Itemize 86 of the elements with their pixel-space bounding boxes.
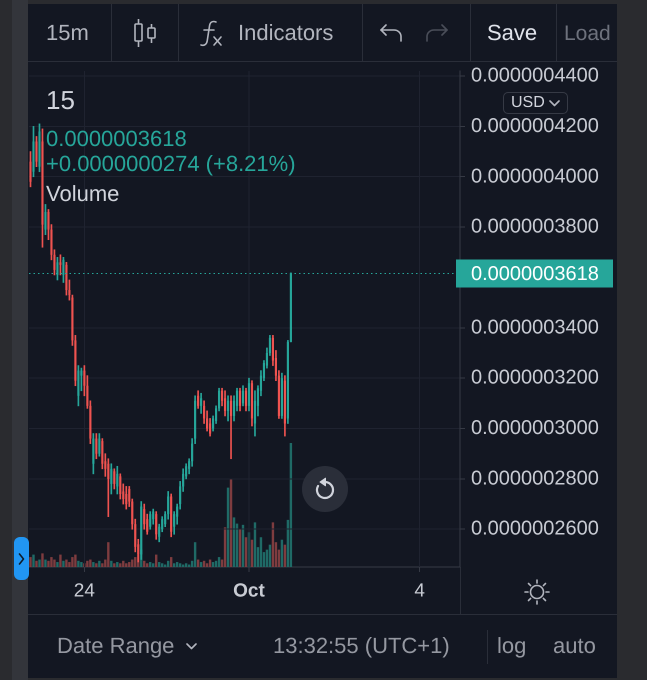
bar [284,544,286,567]
y-tick-label: 0.0000004000 [471,165,599,188]
text: 15m [46,20,89,45]
bar [80,562,83,567]
annotation: +0.0000000274 (+8.21%) [46,151,296,176]
text: auto [553,633,596,658]
bar [89,560,92,567]
candlestick [125,486,128,510]
bar [146,563,148,567]
bar [65,560,68,567]
bar [152,563,154,567]
candlestick [230,395,232,460]
bar [160,563,164,567]
bar [86,560,89,567]
text: Indicators [238,20,334,45]
y-tick-label: 0.0000003000 [471,417,599,440]
bar [71,557,74,567]
x-tick-label: 24 [74,580,96,602]
candlestick [110,463,112,494]
bar [131,560,134,567]
bar [218,557,220,567]
text: Save [487,20,538,45]
bar [119,563,122,567]
bar [155,554,158,567]
bar [125,563,128,567]
y-tick-label: 0.0000004400 [471,64,599,87]
bar [158,562,160,567]
candlestick [113,468,116,490]
bar [110,560,113,567]
bar [143,560,146,567]
bar [101,563,104,567]
x-tick-label: Oct [233,580,266,602]
y-tick-label: 0.0000003800 [471,216,599,238]
bar [280,540,284,567]
ref-line-label: 0.0000003618 [471,263,599,286]
bar [116,562,118,567]
bar [200,562,202,567]
x-tick-label: 4 [414,580,426,602]
chart-title: Volume [46,181,120,206]
bar [128,562,130,567]
candlestick [155,511,158,540]
bar [77,560,80,567]
bar [194,542,196,567]
bar [290,443,292,567]
candlestick [59,254,62,276]
bar [92,562,95,567]
candlestick [116,466,118,494]
y-tick-label: 0.0000004200 [471,114,599,137]
bar [268,544,272,567]
y-tick-label: 0.0000003200 [471,366,599,389]
bar [149,562,152,567]
bar [214,560,218,567]
text: Date Range [57,633,174,658]
bar [166,560,170,567]
annotation: 0.0000003618 [46,126,187,151]
y-tick-label: 0.0000002600 [471,518,599,540]
text: 15 [46,85,75,115]
bar [113,563,116,567]
y-tick-label: 0.0000003400 [471,316,599,338]
bar [202,560,206,567]
text: log [497,633,526,658]
bar [56,562,59,567]
text: Load [564,22,611,45]
bar [134,557,136,567]
bar [170,557,172,567]
bar [212,562,214,567]
bar [178,563,182,567]
bar [62,560,65,567]
candlestick [149,511,152,530]
bar [172,563,176,567]
bar [206,563,208,567]
bar [95,563,98,567]
bar [107,542,110,567]
dropdown-button: USD [503,92,568,114]
bar [184,563,188,567]
bar [272,522,274,567]
bar [74,554,77,567]
y-tick-label: 0.0000002800 [471,467,599,490]
bar [176,562,178,567]
bar [208,560,212,567]
bar [98,560,101,567]
text: 13:32:55 (UTC+1) [273,633,450,658]
bar [122,560,124,567]
bar [196,560,200,567]
bar [59,554,62,567]
bar [53,560,56,567]
